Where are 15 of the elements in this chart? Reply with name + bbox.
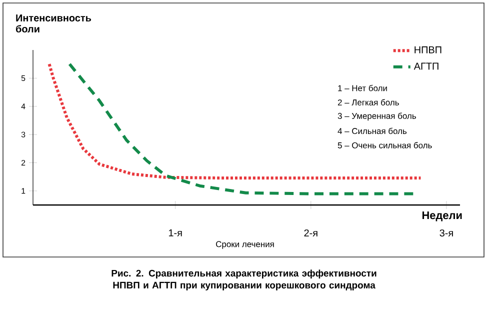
x-tick-label: 2-я [304, 229, 318, 236]
x-tick-label: 3-я [440, 229, 453, 236]
x-tick-label: 1-я [168, 229, 182, 236]
text: Рис. 2. Сравнительная характеристика эффективности НПВП и АГТП при купировании корешкового синдрома [112, 270, 376, 290]
line-series [68, 62, 416, 196]
annotation: 4 – Сильная боль [338, 128, 407, 134]
annotation: 5 – Очень сильная боль [338, 142, 432, 148]
annotation: 3 – Умеренная боль [338, 112, 416, 121]
legend-label: НПВП [414, 46, 442, 54]
y-axis-title: Интенсивность боли [16, 14, 92, 32]
annotation: 1 – Нет боли [338, 84, 387, 92]
x-axis-title: Сроки лечения [216, 241, 274, 249]
annotation: 2 – Легкая боль [338, 99, 399, 106]
legend-label: АГТП [414, 62, 438, 70]
text: Недели [422, 212, 462, 222]
